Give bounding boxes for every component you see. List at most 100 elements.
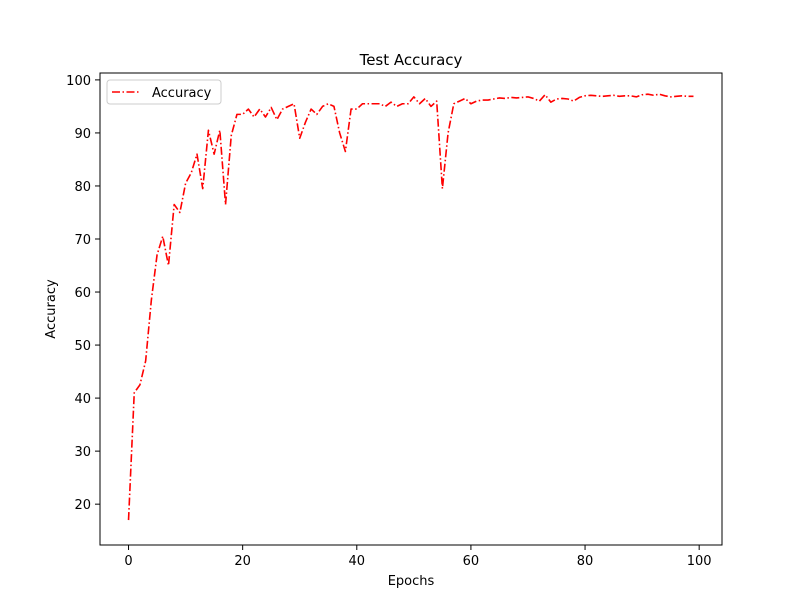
y-tick-label: 60: [74, 286, 91, 301]
y-tick-label: 40: [74, 392, 91, 407]
data-point: [384, 106, 386, 108]
data-point: [436, 100, 438, 102]
data-point: [630, 95, 632, 97]
data-point: [430, 106, 432, 108]
data-point: [344, 151, 346, 153]
data-point: [687, 95, 689, 97]
data-point: [356, 108, 358, 110]
y-tick-label: 50: [74, 339, 91, 354]
data-point: [213, 153, 215, 155]
plot-area: [100, 73, 722, 545]
data-point: [573, 100, 575, 102]
data-point: [145, 360, 147, 362]
data-point: [607, 95, 609, 97]
data-point: [419, 103, 421, 105]
data-point: [499, 97, 501, 99]
data-point: [590, 94, 592, 96]
data-point: [208, 129, 210, 131]
x-tick-label: 60: [463, 554, 480, 569]
data-point: [493, 98, 495, 100]
data-point: [441, 188, 443, 190]
data-point: [373, 103, 375, 105]
data-point: [265, 116, 267, 118]
data-point: [128, 519, 130, 521]
data-point: [253, 116, 255, 118]
data-point: [459, 100, 461, 102]
x-axis-label: Epochs: [388, 574, 435, 589]
x-tick-label: 20: [234, 554, 251, 569]
data-point: [202, 188, 204, 190]
data-point: [259, 108, 261, 110]
data-point: [464, 98, 466, 100]
y-tick-label: 30: [74, 445, 91, 460]
data-point: [133, 392, 135, 394]
data-point: [310, 108, 312, 110]
data-point: [641, 94, 643, 96]
series-line-accuracy: [127, 93, 694, 521]
data-point: [299, 137, 301, 139]
data-point: [396, 106, 398, 108]
data-point: [487, 99, 489, 101]
data-point: [196, 153, 198, 155]
data-point: [390, 101, 392, 103]
data-point: [561, 98, 563, 100]
y-tick-label: 20: [74, 498, 91, 513]
data-point: [578, 96, 580, 98]
data-point: [190, 172, 192, 174]
x-tick-label: 80: [577, 554, 594, 569]
plot-frame: [99, 72, 723, 546]
data-point: [270, 107, 272, 109]
data-point: [653, 94, 655, 96]
data-point: [521, 96, 523, 98]
data-point: [664, 95, 666, 97]
data-point: [447, 132, 449, 134]
data-point: [150, 299, 152, 301]
data-point: [287, 106, 289, 108]
data-point: [247, 108, 249, 110]
data-point: [362, 103, 364, 105]
data-point: [636, 96, 638, 98]
data-point: [613, 94, 615, 96]
data-point: [282, 108, 284, 110]
data-point: [504, 98, 506, 100]
data-point: [453, 103, 455, 105]
legend-box: [106, 79, 222, 105]
y-tick-label: 90: [74, 127, 91, 142]
data-point: [584, 95, 586, 97]
data-point: [567, 98, 569, 100]
data-point: [618, 95, 620, 97]
data-point: [305, 121, 307, 123]
data-point: [675, 95, 677, 97]
axis-ticks: 0 20 40 60 80 100 20 30 40 50 60 70 80 90 100: [66, 74, 711, 569]
data-point: [413, 96, 415, 98]
data-point: [327, 103, 329, 105]
y-tick-label: 70: [74, 233, 91, 248]
y-axis-label: Accuracy: [44, 279, 59, 339]
data-point: [185, 182, 187, 184]
data-point: [516, 97, 518, 99]
data-point: [173, 204, 175, 206]
x-tick-label: 100: [687, 554, 712, 569]
y-tick-label: 100: [66, 74, 91, 89]
data-point: [481, 99, 483, 101]
data-point: [550, 101, 552, 103]
legend-label-accuracy: Accuracy: [152, 86, 212, 101]
data-point: [424, 98, 426, 100]
data-point: [219, 129, 221, 131]
data-point: [333, 106, 335, 108]
data-point: [179, 212, 181, 214]
data-point: [236, 113, 238, 115]
data-point: [322, 106, 324, 108]
series-lines: [127, 93, 694, 521]
data-point: [139, 384, 141, 386]
data-point: [339, 132, 341, 134]
data-point: [367, 103, 369, 105]
data-point: [402, 103, 404, 105]
data-point: [242, 113, 244, 115]
data-point: [470, 103, 472, 105]
chart-title: Test Accuracy: [359, 51, 463, 69]
data-point: [162, 235, 164, 237]
data-point: [230, 135, 232, 137]
